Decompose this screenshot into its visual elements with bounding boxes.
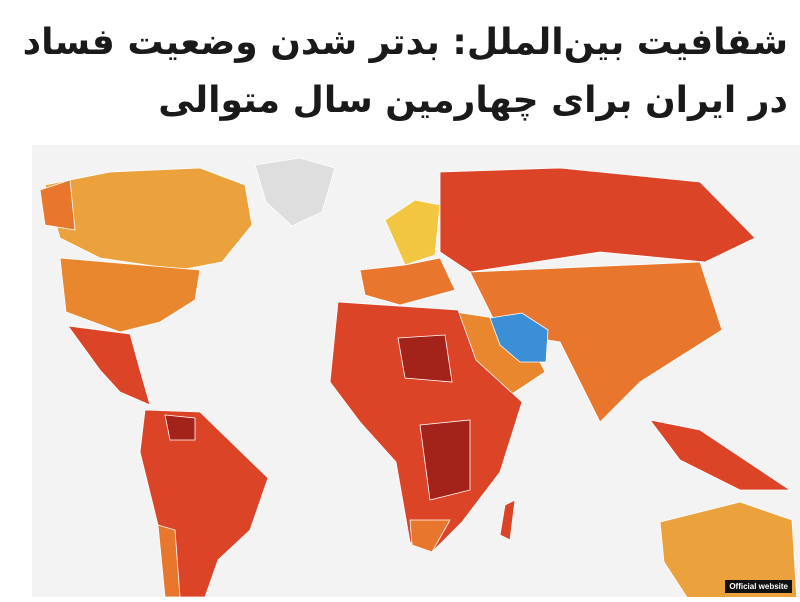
russia	[439, 167, 756, 273]
chile-uruguay	[157, 524, 181, 597]
southern-africa	[409, 519, 451, 553]
venezuela	[164, 414, 196, 441]
mexico-central-america	[67, 325, 151, 406]
usa	[59, 257, 201, 333]
europe-north	[384, 199, 441, 266]
article-headline: شفافیت بین‌الملل: بدتر شدن وضعیت فساد در…	[22, 22, 788, 121]
southeast-asia	[649, 419, 792, 491]
south-america	[139, 409, 269, 597]
canada	[44, 167, 253, 271]
europe-south	[359, 257, 456, 306]
image-credit: Official website	[725, 580, 792, 593]
madagascar	[499, 499, 516, 541]
corruption-world-map: Official website	[32, 145, 800, 597]
central-africa	[419, 419, 471, 501]
alaska	[39, 179, 76, 231]
libya-egypt	[397, 334, 453, 383]
greenland	[254, 157, 336, 227]
iran	[489, 312, 549, 363]
australia	[659, 501, 798, 597]
